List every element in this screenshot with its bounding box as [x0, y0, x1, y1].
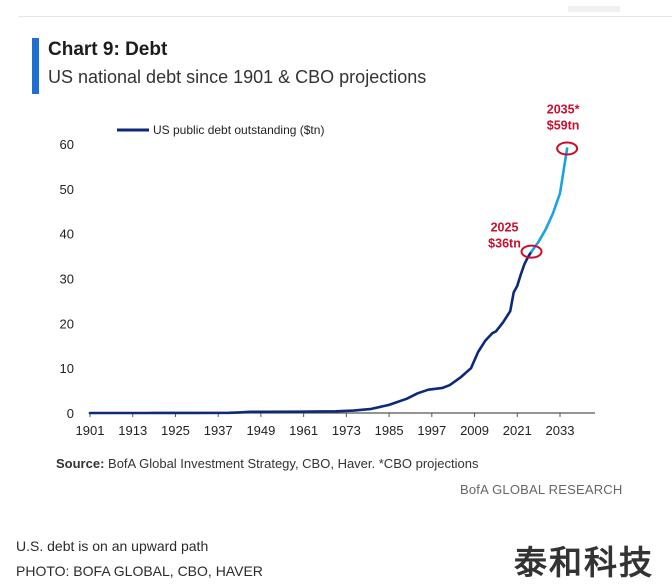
- x-tick-label: 2021: [503, 423, 532, 438]
- annotation-value-2025: $36tn: [488, 237, 521, 251]
- annotation-year-2035: 2035*: [547, 102, 580, 116]
- y-tick-label: 20: [60, 316, 74, 331]
- title-accent-bar: [32, 38, 39, 94]
- series-group: [88, 147, 569, 415]
- debt-line-chart: US public debt outstanding ($tn) 0 10 20 30…: [60, 102, 595, 438]
- y-tick-label: 30: [60, 272, 74, 287]
- x-tick-label: 2033: [546, 423, 575, 438]
- top-ghost-text: [568, 6, 620, 12]
- x-tick-label: 1985: [375, 423, 404, 438]
- x-tick-label: 1901: [76, 423, 105, 438]
- chart-subtitle: US national debt since 1901 & CBO projec…: [48, 67, 427, 87]
- photo-credit: PHOTO: BOFA GLOBAL, CBO, HAVER: [16, 563, 263, 579]
- source-text: BofA Global Investment Strategy, CBO, Ha…: [108, 456, 479, 471]
- annotation-value-2035: $59tn: [547, 118, 580, 132]
- top-divider: [18, 16, 672, 17]
- y-tick-label: 10: [60, 361, 74, 376]
- y-axis: 0 10 20 30 40 50 60: [60, 137, 74, 421]
- chart-title: Chart 9: Debt: [48, 39, 168, 60]
- y-tick-label: 40: [60, 227, 74, 242]
- brand-label: BofA GLOBAL RESEARCH: [460, 482, 623, 497]
- x-tick-label: 1913: [118, 423, 147, 438]
- source-note: Source: BofA Global Investment Strategy,…: [56, 456, 478, 471]
- annotation-marker-2025: [520, 244, 543, 259]
- annotations-group: 2025 $36tn 2035* $59tn: [488, 102, 580, 259]
- source-label: Source:: [56, 456, 105, 471]
- x-tick-label: 1937: [204, 423, 233, 438]
- y-tick-label: 60: [60, 137, 74, 152]
- series-line-actual: [88, 250, 533, 415]
- watermark: 泰和科技: [514, 543, 654, 582]
- x-axis: 1901 1913 1925 1937 1949 1961 1973 1985 1997 2009…: [76, 412, 595, 438]
- x-tick-label: 1961: [289, 423, 318, 438]
- x-tick-label: 1925: [161, 423, 190, 438]
- x-tick-label: 1973: [332, 423, 361, 438]
- y-tick-label: 0: [67, 406, 74, 421]
- chart-card: Chart 9: Debt US national debt since 190…: [18, 30, 644, 510]
- image-caption: U.S. debt is on an upward path: [16, 538, 209, 554]
- legend-label: US public debt outstanding ($tn): [153, 123, 324, 137]
- series-line-projection: [530, 147, 569, 253]
- x-tick-label: 2009: [460, 423, 489, 438]
- x-tick-label: 1997: [417, 423, 446, 438]
- legend: US public debt outstanding ($tn): [117, 123, 324, 137]
- x-tick-label: 1949: [246, 423, 275, 438]
- annotation-marker-2035: [556, 141, 579, 156]
- annotation-year-2025: 2025: [491, 221, 519, 235]
- y-tick-label: 50: [60, 182, 74, 197]
